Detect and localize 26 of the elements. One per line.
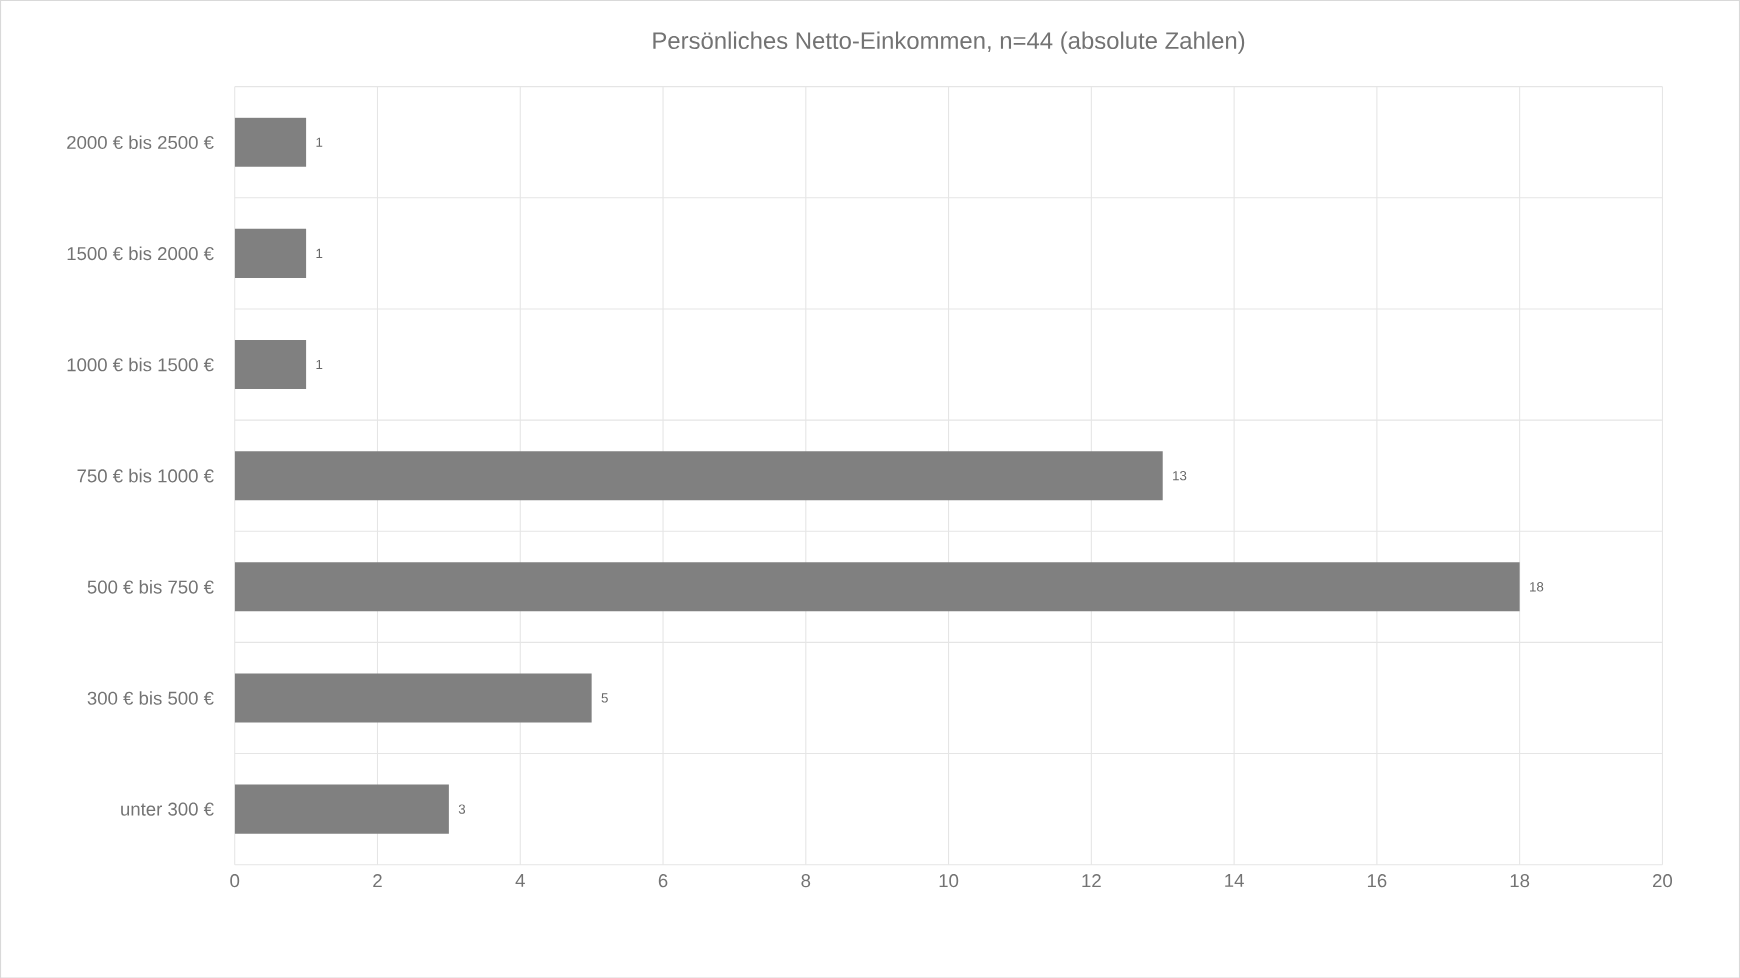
bar (234, 562, 1520, 612)
bar (234, 784, 449, 834)
chart-title: Persönliches Netto-Einkommen, n=44 (absolute Zahlen) (653, 31, 1245, 54)
x-tick-label: 12 (1082, 873, 1101, 887)
y-tick-label: 750 € bis 1000 € (77, 468, 214, 483)
bar (234, 673, 592, 723)
y-tick-label: 2000 € bis 2500 € (67, 135, 214, 149)
x-tick-label: 8 (801, 873, 811, 887)
y-tick-label: 1500 € bis 2000 € (67, 246, 214, 260)
y-tick-label: 300 € bis 500 € (87, 690, 214, 705)
x-tick-label: 20 (1653, 873, 1673, 887)
bar (234, 228, 307, 278)
bar (234, 450, 1163, 500)
x-tick-label: 16 (1367, 873, 1387, 887)
x-tick-label: 14 (1225, 873, 1244, 887)
bar (234, 339, 307, 389)
x-tick-label: 2 (373, 873, 382, 887)
x-tick-label: 10 (939, 873, 959, 887)
x-tick-label: 4 (515, 873, 525, 887)
y-tick-label: unter 300 € (121, 802, 214, 816)
y-tick-label: 1000 € bis 1500 € (67, 357, 214, 372)
bar (234, 117, 307, 167)
x-tick-label: 6 (658, 873, 668, 887)
y-tick-label: 500 € bis 750 € (87, 579, 214, 594)
x-tick-label: 0 (230, 873, 240, 887)
x-tick-label: 18 (1510, 873, 1530, 887)
